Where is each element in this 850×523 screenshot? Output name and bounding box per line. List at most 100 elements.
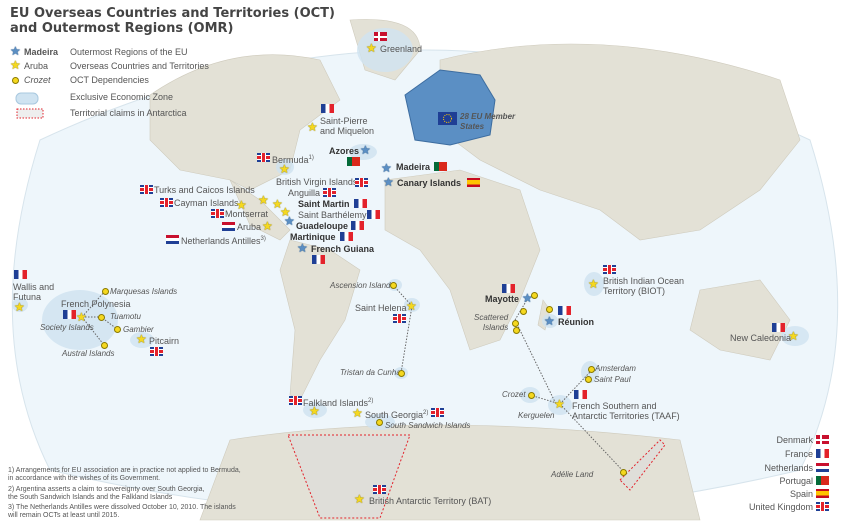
south-sandwich-dot[interactable] <box>376 419 383 426</box>
footnote-1: 1) Arrangements for EU association are i… <box>8 467 241 483</box>
legend-dep-example: Crozet <box>24 75 51 85</box>
france-flag-icon <box>354 199 367 208</box>
spain-flag-icon <box>816 489 829 498</box>
france-flag-icon <box>14 270 27 279</box>
tromelin-dot[interactable] <box>546 306 553 313</box>
label-south-georgia: South Georgia2) <box>365 408 428 420</box>
france-flag-icon <box>312 255 325 264</box>
legend-eez-sample <box>15 92 39 105</box>
glorioso-dot[interactable] <box>531 292 538 299</box>
marquesas-dot[interactable] <box>102 288 109 295</box>
footnote-3: 3) The Netherlands Antilles were dissolv… <box>8 504 236 520</box>
spm-2: and Miquelon <box>320 126 375 136</box>
portugal-flag-icon <box>347 157 360 166</box>
amsterdam-dot[interactable] <box>588 366 595 373</box>
legend-omr-example: Madeira <box>24 47 59 57</box>
south-georgia-star[interactable]: ★ <box>352 406 363 420</box>
scattered-1: Scattered <box>474 313 509 322</box>
eu-member-states <box>404 69 496 146</box>
bermuda-star[interactable]: ★ <box>279 162 290 176</box>
label-biot: British Indian Ocean Territory (BIOT) <box>603 276 684 296</box>
bat-star[interactable]: ★ <box>354 492 365 506</box>
saint-paul-dot[interactable] <box>585 376 592 383</box>
country-denmark: Denmark <box>776 435 813 445</box>
label-society: Society Islands <box>40 323 94 332</box>
country-netherlands: Netherlands <box>764 463 813 473</box>
tuamotu-dot[interactable] <box>98 314 105 321</box>
label-greenland: Greenland <box>380 44 423 54</box>
greenland-star[interactable]: ★ <box>366 41 377 55</box>
label-saint-barthelemy: Saint Barthélemy <box>298 210 367 220</box>
falkland-star[interactable]: ★ <box>309 404 320 418</box>
spm-1: Saint-Pierre <box>320 116 368 126</box>
adelie-dot[interactable] <box>620 469 627 476</box>
country-portugal: Portugal <box>779 476 813 486</box>
label-azores: Azores <box>329 146 360 156</box>
turks-star[interactable]: ★ <box>258 193 269 207</box>
legend-omr-label: Outermost Regions of the EU <box>70 47 188 57</box>
label-bermuda: Bermuda1) <box>272 153 314 165</box>
wallis-2: Futuna <box>13 292 42 302</box>
label-amsterdam: Amsterdam <box>595 364 636 373</box>
pitcairn-star[interactable]: ★ <box>136 332 147 346</box>
netherlands-flag-icon <box>166 235 179 244</box>
country-france: France <box>784 449 813 459</box>
saint-pierre-star[interactable]: ★ <box>307 120 318 134</box>
reunion-star[interactable]: ★ <box>544 314 555 328</box>
label-montserrat: Montserrat <box>225 209 269 219</box>
canary-star[interactable]: ★ <box>383 175 394 189</box>
label-ascension: Ascension Island <box>330 281 391 290</box>
label-bvi: British Virgin Islands <box>276 177 358 187</box>
dependency-dot-icon <box>12 77 19 84</box>
legend-dep-label: OCT Dependencies <box>70 75 149 85</box>
crozet-dot[interactable] <box>528 392 535 399</box>
label-kerguelen: Kerguelen <box>518 411 555 420</box>
legend-oct-example: Aruba <box>24 61 49 71</box>
ascension-dot[interactable] <box>390 282 397 289</box>
polynesia-star[interactable]: ★ <box>76 310 87 324</box>
biot-1: British Indian Ocean <box>603 276 685 286</box>
label-new-caledonia: New Caledonia <box>730 333 792 343</box>
uk-flag-icon <box>140 185 153 194</box>
caribbean-octs-star[interactable]: ★ <box>280 205 291 219</box>
portugal-flag-icon <box>816 476 829 485</box>
scattered-dot[interactable] <box>520 308 527 315</box>
gambier-dot[interactable] <box>114 326 121 333</box>
uk-flag-icon <box>393 314 406 323</box>
saint-helena-star[interactable]: ★ <box>406 299 417 313</box>
title-line-1: EU Overseas Countries and Territories (O… <box>10 6 335 21</box>
biot-star[interactable]: ★ <box>588 277 599 291</box>
new-caledonia-star[interactable]: ★ <box>788 329 799 343</box>
uk-flag-icon <box>211 209 224 218</box>
oct-star-icon: ★ <box>10 58 21 72</box>
scattered-dot[interactable] <box>512 320 519 327</box>
guadeloupe-star[interactable]: ★ <box>284 214 295 228</box>
caribbean-octs-star[interactable]: ★ <box>272 197 283 211</box>
aruba-star[interactable]: ★ <box>262 219 273 233</box>
tristan-dot[interactable] <box>398 370 405 377</box>
label-austral: Austral Islands <box>62 349 115 358</box>
cayman-star[interactable]: ★ <box>236 198 247 212</box>
footnote-2: 2) Argentina asserts a claim to sovereig… <box>8 486 205 502</box>
uk-flag-icon <box>257 153 270 162</box>
wallis-star[interactable]: ★ <box>14 300 25 314</box>
madeira-star[interactable]: ★ <box>381 161 392 175</box>
label-mayotte: Mayotte <box>485 294 520 304</box>
france-flag-icon <box>574 390 587 399</box>
falkland-note: 2) <box>368 398 374 404</box>
label-cayman: Cayman Islands <box>174 198 239 208</box>
mayotte-star[interactable]: ★ <box>522 291 533 305</box>
france-flag-icon <box>321 104 334 113</box>
title-line-2: and Outermost Regions (OMR) <box>10 21 234 36</box>
azores-star[interactable]: ★ <box>360 143 371 157</box>
bermuda-note: 1) <box>308 155 314 161</box>
label-bat: British Antarctic Territory (BAT) <box>369 496 492 506</box>
france-flag-icon <box>816 449 829 458</box>
antarctic-claims <box>287 434 666 519</box>
scattered-dot[interactable] <box>513 327 520 334</box>
austral-dot[interactable] <box>101 342 108 349</box>
label-taaf: French Southern and Antarctic Territories… <box>572 401 680 421</box>
netherlands-flag-icon <box>816 463 829 472</box>
taaf-star[interactable]: ★ <box>554 397 565 411</box>
french-guiana-star[interactable]: ★ <box>297 241 308 255</box>
